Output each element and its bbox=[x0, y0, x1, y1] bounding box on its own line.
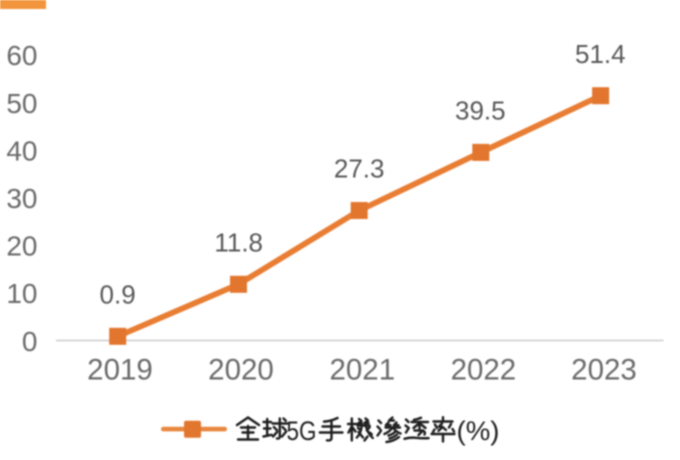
svg-text:0.9: 0.9 bbox=[100, 280, 136, 310]
svg-text:(%): (%) bbox=[457, 416, 500, 446]
svg-text:20: 20 bbox=[6, 231, 37, 262]
svg-text:10: 10 bbox=[6, 278, 37, 309]
svg-text:2020: 2020 bbox=[208, 354, 274, 387]
svg-text:50: 50 bbox=[6, 88, 37, 119]
svg-text:60: 60 bbox=[6, 40, 37, 71]
svg-text:30: 30 bbox=[6, 183, 37, 214]
svg-text:51.4: 51.4 bbox=[575, 39, 626, 69]
svg-text:11.8: 11.8 bbox=[214, 228, 263, 258]
svg-text:5G: 5G bbox=[287, 416, 317, 446]
svg-text:27.3: 27.3 bbox=[334, 154, 385, 184]
svg-text:39.5: 39.5 bbox=[455, 96, 506, 126]
svg-text:0: 0 bbox=[22, 326, 38, 357]
svg-text:2019: 2019 bbox=[87, 354, 153, 387]
svg-text:2023: 2023 bbox=[571, 354, 637, 387]
svg-text:2021: 2021 bbox=[329, 354, 395, 387]
svg-text:2022: 2022 bbox=[451, 354, 517, 387]
svg-text:40: 40 bbox=[6, 135, 37, 166]
